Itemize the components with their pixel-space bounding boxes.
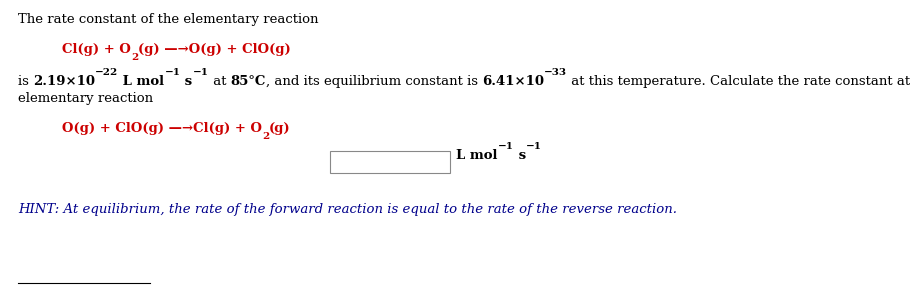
Text: −1: −1 — [165, 68, 180, 77]
Text: −33: −33 — [544, 68, 567, 77]
Text: The rate constant of the elementary reaction: The rate constant of the elementary reac… — [18, 13, 318, 26]
Text: HINT: At equilibrium, the rate of the forward reaction is equal to the rate of t: HINT: At equilibrium, the rate of the fo… — [18, 203, 677, 216]
Text: at: at — [208, 75, 230, 88]
Text: −1: −1 — [526, 142, 542, 151]
Text: Cl(g) + O: Cl(g) + O — [62, 43, 131, 56]
Text: 85°C: 85°C — [230, 75, 266, 88]
Text: , and its equilibrium constant is: , and its equilibrium constant is — [266, 75, 482, 88]
Text: L mol: L mol — [456, 149, 497, 162]
FancyBboxPatch shape — [330, 151, 450, 173]
Text: 2: 2 — [262, 132, 270, 141]
Text: s: s — [180, 75, 193, 88]
Text: 6.41×10: 6.41×10 — [482, 75, 544, 88]
Text: elementary reaction: elementary reaction — [18, 92, 154, 105]
Text: −22: −22 — [95, 68, 119, 77]
Text: −1: −1 — [497, 142, 514, 151]
Text: 2.19×10: 2.19×10 — [33, 75, 95, 88]
Text: L mol: L mol — [119, 75, 165, 88]
Text: at this temperature. Calculate the rate constant at: at this temperature. Calculate the rate … — [567, 75, 914, 88]
Text: (g) —→O(g) + ClO(g): (g) —→O(g) + ClO(g) — [138, 43, 291, 56]
Text: (g): (g) — [270, 122, 291, 135]
Text: 2: 2 — [131, 53, 138, 62]
Text: O(g) + ClO(g) —→Cl(g) + O: O(g) + ClO(g) —→Cl(g) + O — [62, 122, 262, 135]
Text: is: is — [18, 75, 33, 88]
Text: s: s — [514, 149, 526, 162]
Text: −1: −1 — [193, 68, 208, 77]
